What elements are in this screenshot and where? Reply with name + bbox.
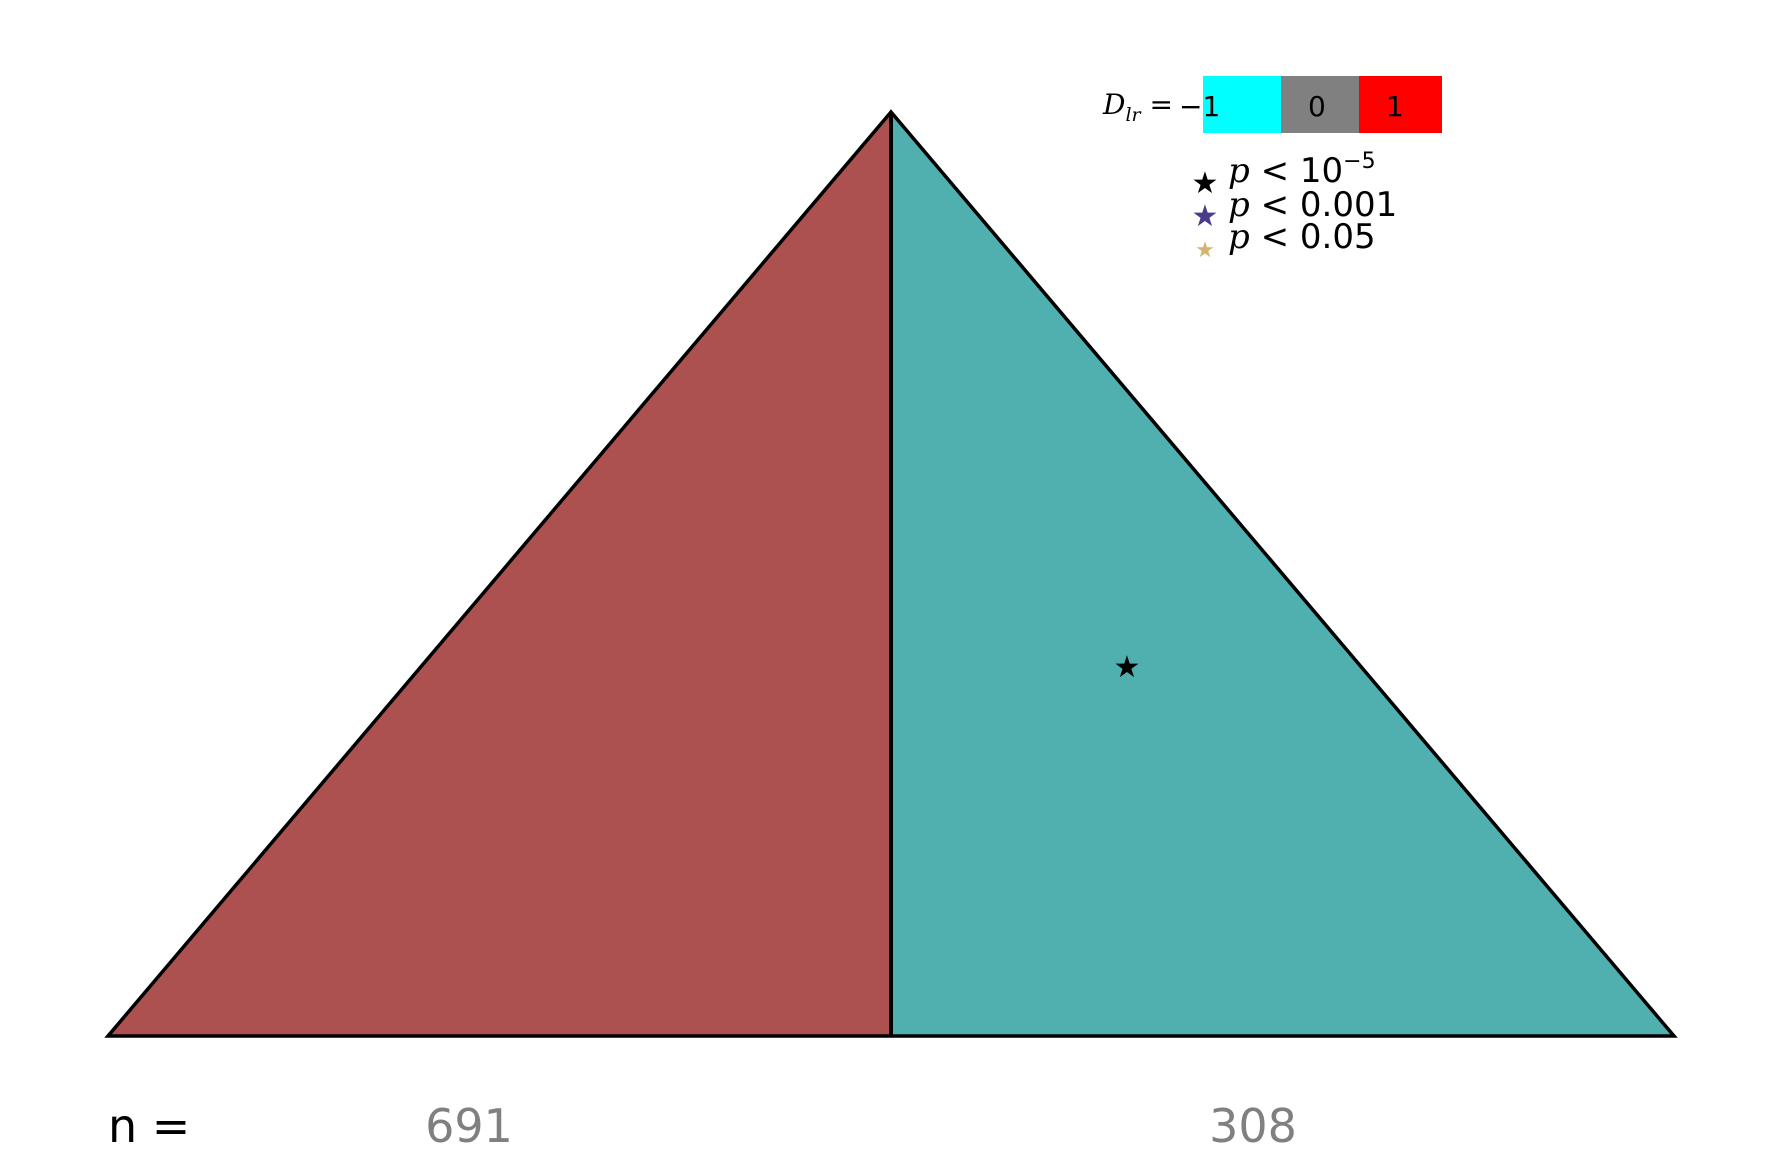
colorbar-swatch-zero: [1281, 76, 1359, 133]
significance-star-icon: ★: [1114, 650, 1141, 685]
colorbar-swatch-neg: [1203, 76, 1281, 133]
colorbar-swatch-pos: [1359, 76, 1442, 133]
p-value-legend: ★ p < 10−5 ★ p < 0.001 ★ p < 0.05: [1192, 149, 1398, 263]
n-label: n =: [108, 1099, 190, 1153]
legend-entry-p-005: p < 0.05: [1228, 217, 1376, 257]
legend-star-icon: ★: [1192, 199, 1219, 234]
legend-star-icon: ★: [1195, 238, 1215, 263]
colorbar-label: Dlr =: [1102, 88, 1173, 126]
count-left: 691: [425, 1099, 513, 1153]
colorbar-value-pos: 1: [1386, 90, 1404, 123]
count-right: 308: [1209, 1099, 1297, 1153]
legend-star-icon: ★: [1192, 166, 1219, 201]
legend-entry-p-0001: p < 0.001: [1228, 185, 1397, 225]
colorbar-value-neg: −1: [1179, 90, 1220, 123]
legend-entry-p-1e-5: p < 10−5: [1228, 149, 1376, 191]
colorbar-legend: Dlr = −1 0 1: [1102, 76, 1442, 133]
colorbar-value-zero: 0: [1308, 90, 1326, 123]
